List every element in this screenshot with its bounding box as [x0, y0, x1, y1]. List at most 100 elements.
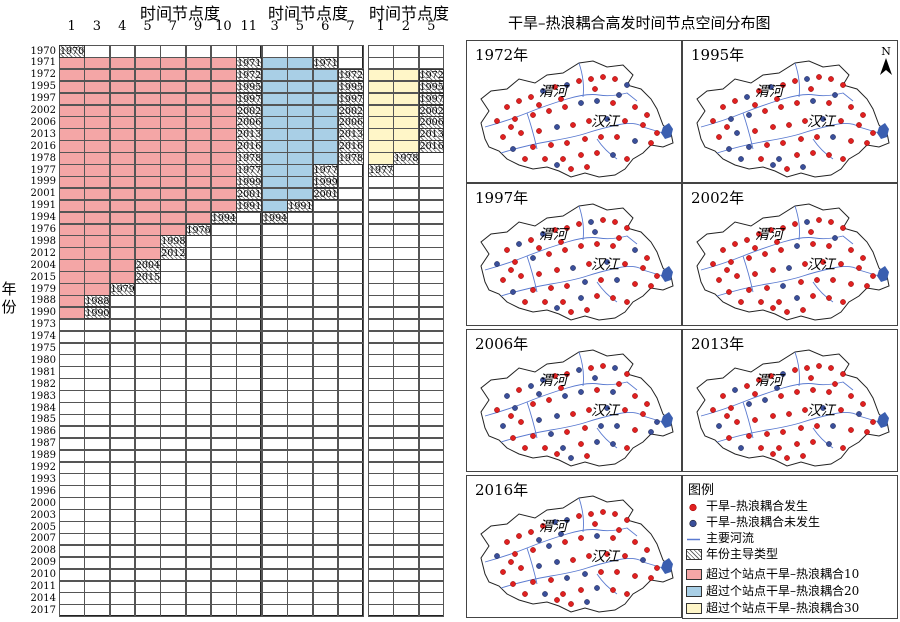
year-tick: 2012 [30, 247, 56, 259]
river-line [578, 351, 584, 387]
table-cell [160, 354, 187, 367]
table-cell [287, 247, 314, 260]
station-dot [794, 441, 800, 447]
station-dot [838, 118, 844, 124]
table-cell [368, 461, 394, 474]
table-cell [418, 425, 445, 439]
table-cell [337, 259, 364, 272]
table-cell [185, 592, 212, 605]
station-dot [494, 261, 500, 267]
table-cell [418, 152, 445, 165]
table-cell [185, 437, 212, 451]
station-dot [644, 401, 650, 407]
station-dot [614, 423, 620, 429]
station-dot [624, 517, 630, 523]
station-dot [816, 74, 822, 80]
station-dot [570, 411, 576, 417]
table-cell [418, 592, 445, 605]
table-cell [109, 354, 136, 367]
year-tick: 1974 [30, 331, 56, 343]
table-cell [312, 92, 339, 106]
table-cell [160, 104, 187, 117]
dominant-year-cell: 1997 [337, 92, 364, 106]
station-dot [554, 413, 560, 419]
table-cell [312, 140, 339, 153]
table-cell [236, 402, 262, 415]
station-dot [494, 407, 500, 413]
lake-shape [877, 412, 889, 428]
table-cell [185, 413, 212, 427]
table-cell [337, 497, 364, 510]
table-cell [185, 354, 212, 367]
table-cell [312, 521, 339, 534]
dominant-year-cell: 1978 [236, 152, 262, 165]
station-dot [640, 122, 646, 128]
station-dot [530, 287, 536, 293]
table-cell [134, 449, 161, 463]
year-tick: 1982 [30, 378, 56, 390]
year-tick: 1970 [30, 45, 56, 57]
station-dot [810, 293, 816, 299]
table-cell [337, 164, 364, 177]
table-cell [210, 45, 237, 58]
table-cell [337, 461, 364, 474]
table-cell [160, 485, 187, 498]
station-dot [724, 267, 730, 273]
table-cell [84, 521, 111, 534]
station-dot [794, 389, 800, 395]
station-dot [776, 299, 782, 305]
station-dot [794, 100, 800, 106]
year-tick: 1986 [30, 426, 56, 438]
station-dot [830, 423, 836, 429]
station-dot [500, 423, 506, 429]
group3-title: 时间节点度 [369, 4, 450, 23]
table-cell [312, 461, 339, 474]
table-cell [134, 354, 161, 367]
table-cell [160, 556, 187, 570]
station-dot [732, 387, 738, 393]
station-dot [720, 247, 726, 253]
station-dot [586, 261, 592, 267]
table-cell [393, 306, 420, 320]
table-cell [287, 175, 314, 189]
station-dot [810, 387, 816, 393]
table-cell [109, 437, 136, 451]
station-dot [640, 411, 646, 417]
table-cell [287, 152, 314, 165]
table-cell [337, 556, 364, 570]
station-dot [594, 150, 600, 156]
table-cell [134, 318, 161, 332]
table-cell [287, 556, 314, 570]
table-cell [262, 68, 288, 82]
table-cell [236, 544, 262, 558]
table-cell [210, 532, 237, 546]
table-cell [134, 437, 161, 451]
dominant-year-cell: 2013 [236, 128, 262, 141]
station-dot [828, 365, 834, 371]
table-cell [393, 425, 420, 439]
station-dot [600, 74, 606, 80]
station-dot [744, 383, 750, 389]
table-cell [84, 509, 111, 522]
station-dot [710, 118, 716, 124]
year-tick: 2017 [30, 604, 56, 616]
table-cell [393, 532, 420, 546]
river-line [500, 122, 664, 154]
table-cell [287, 485, 314, 498]
table-cell [185, 116, 212, 129]
station-dot [598, 423, 604, 429]
column-tick: 9 [194, 19, 203, 34]
station-dot [578, 441, 584, 447]
station-dot [516, 241, 522, 247]
basin-map [480, 203, 674, 321]
table-cell [236, 223, 262, 236]
table-cell [337, 592, 364, 605]
table-cell [210, 366, 237, 379]
table-cell [262, 485, 288, 498]
table-cell [262, 425, 288, 439]
table-cell [160, 425, 187, 439]
table-cell [185, 259, 212, 272]
table-cell [262, 259, 288, 272]
station-dot [546, 543, 552, 549]
table-cell [109, 104, 136, 117]
